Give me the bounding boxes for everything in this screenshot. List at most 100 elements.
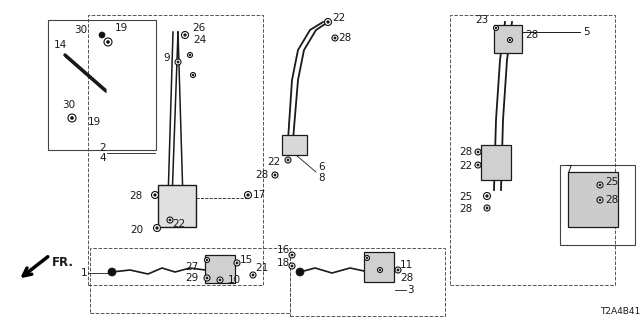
Circle shape [365,255,369,260]
Circle shape [108,268,116,276]
Circle shape [68,114,76,122]
Text: 28: 28 [338,33,351,43]
Bar [494,25,522,53]
Circle shape [484,205,490,211]
Circle shape [486,207,488,209]
Circle shape [247,194,249,196]
Circle shape [477,151,479,153]
Circle shape [205,258,209,262]
Text: 28: 28 [255,170,268,180]
Circle shape [234,260,240,266]
Text: 1: 1 [81,268,87,278]
Circle shape [509,39,511,41]
Bar [90,248,290,313]
Text: 4: 4 [99,153,106,163]
Circle shape [206,259,208,261]
Circle shape [107,41,109,44]
Circle shape [324,19,332,26]
Text: 21: 21 [255,263,268,273]
Text: T2A4B4120: T2A4B4120 [600,308,640,316]
Circle shape [366,257,368,259]
Circle shape [493,26,499,30]
Text: 5: 5 [583,27,589,37]
Text: 8: 8 [318,173,324,183]
Circle shape [289,263,295,269]
Circle shape [332,35,338,41]
Circle shape [177,61,179,63]
Text: FR.: FR. [52,255,74,268]
Circle shape [236,262,238,264]
Text: 28: 28 [459,147,472,157]
Circle shape [217,277,223,283]
Text: 28: 28 [605,195,618,205]
Text: 28: 28 [460,204,473,214]
Circle shape [477,164,479,166]
Text: 25: 25 [460,192,473,202]
Circle shape [154,225,161,231]
Text: 15: 15 [240,255,253,265]
Bar [450,15,615,285]
Text: 22: 22 [332,13,345,23]
Text: 25: 25 [605,177,618,187]
Bar [282,135,307,155]
Text: 6: 6 [318,162,324,172]
Text: 23: 23 [475,15,488,25]
Circle shape [182,31,189,38]
Circle shape [597,197,603,203]
Circle shape [152,191,159,198]
Circle shape [184,34,186,36]
Circle shape [206,277,208,279]
Circle shape [252,274,254,276]
Circle shape [397,269,399,271]
Circle shape [475,162,481,168]
Text: 22: 22 [172,219,185,229]
Circle shape [334,37,336,39]
Circle shape [327,21,329,23]
Circle shape [291,265,293,267]
Text: 29: 29 [185,273,198,283]
Circle shape [219,279,221,281]
Text: 19: 19 [115,23,128,33]
Circle shape [99,32,105,38]
Circle shape [250,272,256,278]
Bar [88,15,263,285]
Text: 16: 16 [276,245,290,255]
Bar [48,20,156,150]
Circle shape [599,184,601,186]
Circle shape [378,268,383,273]
Circle shape [272,172,278,178]
Text: 20: 20 [130,225,143,235]
Circle shape [599,199,601,201]
Bar [568,172,618,227]
Circle shape [508,37,513,43]
Text: 14: 14 [54,40,67,50]
Circle shape [486,195,488,197]
Text: 28: 28 [525,30,538,40]
Text: 3: 3 [407,285,413,295]
Circle shape [274,174,276,176]
Circle shape [244,191,252,198]
Circle shape [189,54,191,56]
Circle shape [167,217,173,223]
Text: 11: 11 [400,260,413,270]
Text: 30: 30 [62,100,75,110]
Text: 28: 28 [130,191,143,201]
Text: 19: 19 [88,117,101,127]
Circle shape [395,267,401,273]
Bar [290,248,445,316]
Text: 24: 24 [193,35,206,45]
Circle shape [475,149,481,155]
Circle shape [204,275,210,281]
Text: 18: 18 [276,258,290,268]
Text: 27: 27 [185,262,198,272]
Circle shape [188,52,193,58]
Circle shape [285,157,291,163]
Bar [481,145,511,180]
Circle shape [169,219,171,221]
Circle shape [296,268,304,276]
Bar [158,185,196,227]
Bar [560,165,635,245]
Text: 9: 9 [163,53,170,63]
Circle shape [379,269,381,271]
Circle shape [70,116,74,119]
